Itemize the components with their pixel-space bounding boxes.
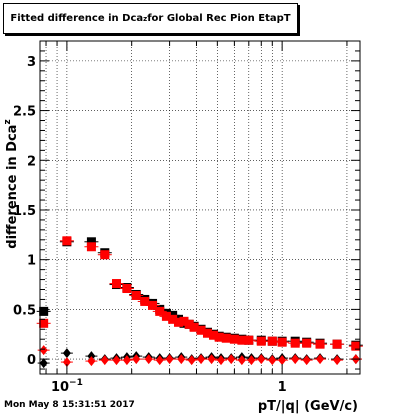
data-point-diamond — [39, 358, 48, 369]
data-point-square — [244, 335, 254, 345]
data-point-square — [351, 341, 361, 351]
data-point-square — [196, 325, 206, 335]
data-point-diamond — [302, 355, 311, 366]
data-point-diamond — [333, 355, 342, 366]
data-series — [36, 236, 363, 369]
data-point-diamond — [197, 354, 206, 365]
data-point-diamond — [165, 354, 174, 365]
data-point-square — [267, 336, 277, 346]
data-point-square — [290, 338, 300, 348]
data-point-square — [111, 279, 121, 289]
data-point-diamond — [155, 355, 164, 366]
data-point-diamond — [291, 354, 300, 365]
y-tick-label: 1.5 — [13, 204, 36, 219]
data-point-square — [315, 339, 325, 349]
data-point-square — [302, 338, 312, 348]
data-point-square — [62, 236, 72, 246]
data-point-diamond — [144, 354, 153, 365]
data-point-diamond — [112, 355, 121, 366]
data-point-diamond — [39, 345, 48, 356]
data-point-diamond — [177, 354, 186, 365]
data-point-square — [39, 318, 49, 328]
y-tick-label: 3 — [27, 55, 36, 70]
y-tick-label: 0.5 — [13, 303, 36, 318]
y-tick-label: 1 — [27, 254, 36, 269]
data-point-diamond — [217, 355, 226, 366]
data-point-diamond — [187, 355, 196, 366]
data-point-diamond — [237, 355, 246, 366]
y-axis-label-main: difference in Dca — [5, 125, 20, 249]
data-point-diamond — [207, 354, 216, 365]
data-point-square — [209, 330, 219, 340]
grid-lines — [40, 41, 360, 374]
data-point-square — [184, 319, 194, 329]
timestamp-footer: Mon May 8 15:31:51 2017 — [4, 400, 135, 410]
x-axis-label: pT/|q| (GeV/c) — [258, 399, 358, 414]
data-point-square — [140, 296, 150, 306]
data-point-diamond — [316, 354, 325, 365]
data-point-diamond — [62, 357, 71, 368]
data-point-square — [161, 311, 171, 321]
data-point-square — [179, 316, 189, 326]
data-point-square — [256, 336, 266, 346]
y-tick-label: 2.5 — [13, 105, 36, 120]
data-point-square — [229, 334, 239, 344]
data-point-square — [86, 237, 96, 247]
data-point-square — [131, 290, 141, 300]
data-point-square — [122, 284, 132, 294]
x-tick-label-1: 1 — [278, 380, 287, 395]
plot-frame — [39, 40, 361, 375]
chart-title-prefix: Fitted difference in Dca — [10, 13, 144, 24]
y-axis-label: difference in Dcaz — [3, 119, 20, 248]
data-point-diamond — [87, 356, 96, 367]
data-point-square — [202, 328, 212, 338]
data-point-diamond — [268, 355, 277, 366]
chart-title-suffix: for Global Rec Pion EtapT — [147, 13, 291, 24]
y-tick-label: 0 — [27, 353, 36, 368]
data-point-square — [332, 339, 342, 349]
data-point-square — [168, 314, 178, 324]
data-point-square — [100, 250, 110, 260]
data-point-square — [221, 333, 231, 343]
data-point-square — [174, 317, 184, 327]
data-point-square — [189, 322, 199, 332]
data-point-diamond — [227, 354, 236, 365]
y-axis-label-subscript: z — [3, 119, 13, 124]
data-point-square — [39, 306, 49, 316]
chart-title-subscript: z — [143, 14, 148, 23]
data-point-diamond — [247, 355, 256, 366]
data-point-diamond — [62, 348, 71, 359]
data-point-square — [277, 337, 287, 347]
chart-title-box: Fitted difference in Dca z for Global Rec… — [3, 3, 298, 34]
axis-labels: pT/|q| (GeV/c) difference in Dcaz — [3, 119, 358, 414]
data-point-diamond — [100, 355, 109, 366]
data-point-square — [214, 332, 224, 342]
y-tick-label: 2 — [27, 154, 36, 169]
data-point-diamond — [122, 355, 131, 366]
data-point-square — [148, 300, 158, 310]
data-point-diamond — [278, 355, 287, 366]
data-point-diamond — [132, 354, 141, 365]
data-point-square — [155, 306, 165, 316]
x-tick-label-0.1: 10−1 — [51, 378, 83, 395]
data-point-square — [86, 242, 96, 252]
data-point-diamond — [257, 354, 266, 365]
